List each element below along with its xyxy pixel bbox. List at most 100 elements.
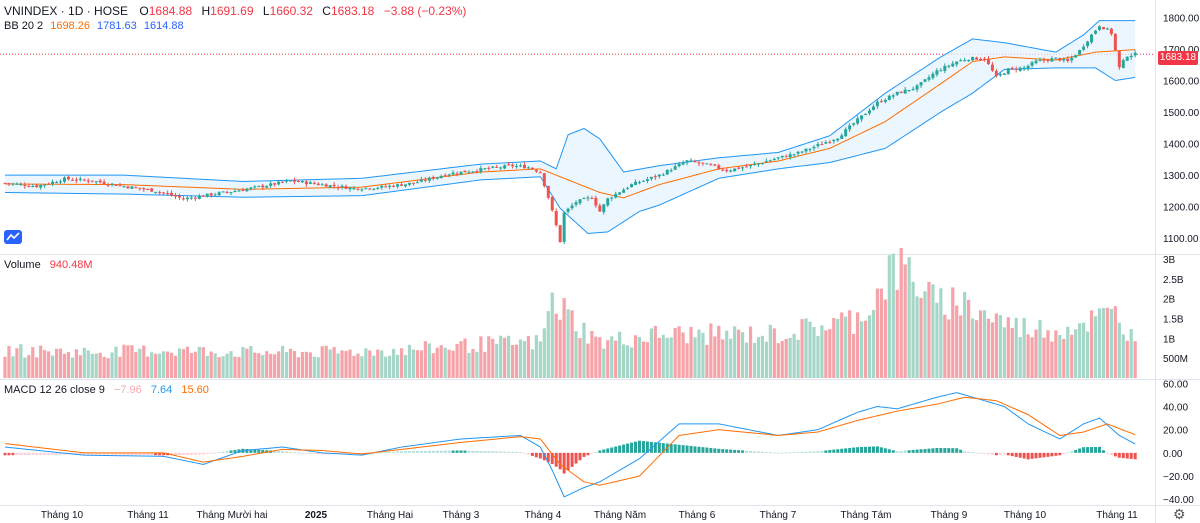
volume-bar: [427, 343, 431, 378]
macd-legend[interactable]: MACD 12 26 close 9 −7.96 7.64 15.60: [4, 384, 209, 396]
candle-body: [860, 115, 864, 120]
tradingview-cloud-icon[interactable]: [4, 230, 22, 244]
volume-bar: [138, 348, 142, 378]
volume-bar: [598, 337, 602, 378]
volume-bar: [23, 357, 27, 378]
volume-bar: [1014, 317, 1018, 378]
macd-hist-bar: [848, 447, 852, 453]
macd-hist-bar: [1014, 452, 1018, 457]
volume-bar: [653, 325, 657, 378]
volume-bar: [352, 355, 356, 378]
candle-body: [491, 166, 495, 168]
volume-bar: [903, 264, 907, 378]
macd-hist-bar: [229, 450, 233, 453]
macd-hist-bar: [170, 452, 174, 456]
macd-hist-bar: [499, 451, 503, 453]
macd-hist-bar: [396, 451, 400, 453]
macd-hist-bar: [788, 452, 792, 454]
volume-bar: [407, 344, 412, 378]
macd-tick-label: 60.00: [1163, 379, 1188, 390]
macd-hist-bar: [388, 451, 392, 453]
macd-hist-bar: [237, 449, 241, 453]
volume-bar: [693, 337, 697, 378]
macd-hist-bar: [582, 452, 586, 457]
macd-hist-bar: [982, 452, 986, 454]
macd-hist-bar: [538, 452, 542, 459]
volume-legend[interactable]: Volume 940.48M: [4, 259, 93, 271]
macd-hist-bar: [840, 448, 844, 453]
macd-hist-bar: [1101, 450, 1105, 453]
macd-hist-bar: [443, 450, 447, 453]
volume-bar: [796, 339, 800, 378]
time-tick-label: Tháng 3: [443, 510, 480, 521]
symbol-label[interactable]: VNINDEX · 1D · HOSE: [4, 4, 129, 18]
candle-body: [990, 64, 994, 71]
macd-hist-bar: [630, 442, 634, 453]
bb-lower-value: 1614.88: [143, 20, 184, 32]
volume-bar: [1074, 329, 1078, 378]
candle-body: [31, 186, 35, 188]
candle-body: [986, 58, 990, 65]
candle-body: [959, 60, 963, 62]
ohlc-header: VNINDEX · 1D · HOSE O1684.88 H1691.69 L1…: [4, 4, 472, 18]
volume-bar: [35, 357, 39, 378]
volume-bar: [947, 319, 951, 378]
macd-hist-bar: [1046, 452, 1050, 457]
volume-bar: [554, 313, 558, 378]
macd-hist-bar: [772, 452, 776, 454]
candle-body: [907, 90, 911, 92]
volume-bar: [998, 315, 1002, 378]
candle-body: [495, 166, 499, 168]
volume-bar: [193, 351, 197, 378]
volume-bar: [134, 352, 138, 378]
macd-hist-bar: [193, 452, 197, 455]
volume-bar: [177, 348, 182, 378]
candle-body: [903, 89, 907, 94]
candle-body: [35, 185, 39, 188]
candle-body: [487, 167, 491, 169]
macd-hist-bar: [1006, 452, 1010, 456]
macd-hist-bar: [828, 450, 832, 453]
macd-hist-bar: [943, 448, 947, 453]
macd-hist-bar: [296, 452, 300, 454]
macd-hist-bar: [681, 445, 685, 453]
candle-body: [745, 166, 749, 168]
macd-hist-bar: [1125, 452, 1129, 459]
macd-hist-bar: [146, 452, 150, 456]
volume-bar: [824, 330, 828, 378]
volume-bar: [978, 310, 983, 378]
candle-body: [519, 165, 523, 167]
gear-icon[interactable]: ⚙: [1173, 506, 1186, 522]
low-label: L: [262, 4, 270, 18]
candle-body: [507, 164, 511, 166]
macd-hist-bar: [558, 452, 562, 470]
candle-body: [689, 160, 693, 162]
macd-tick-label: 0.00: [1163, 449, 1183, 460]
bb-legend[interactable]: BB 20 2 1698.26 1781.63 1614.88: [4, 20, 184, 32]
candle-body: [372, 188, 376, 190]
candle-body: [19, 184, 23, 186]
volume-bar: [967, 299, 971, 378]
macd-hist-bar: [110, 452, 114, 455]
candles: [3, 25, 1137, 245]
candle-body: [586, 197, 590, 199]
volume-bar: [768, 324, 772, 378]
candle-body: [213, 194, 217, 196]
volume-bar: [126, 345, 130, 378]
volume-bar: [1022, 317, 1026, 378]
volume-bar: [836, 318, 840, 378]
volume-bar: [90, 353, 94, 378]
macd-hist-bar: [221, 451, 225, 453]
macd-hist-bar: [522, 452, 526, 454]
signal-line: [4, 396, 1136, 486]
high-value: 1691.69: [210, 4, 254, 18]
volume-bar: [713, 336, 717, 378]
volume-bar: [499, 335, 503, 378]
macd-hist-bar: [598, 450, 602, 453]
candle-body: [550, 196, 554, 211]
volume-bar: [217, 357, 221, 378]
volume-bar: [1062, 338, 1066, 378]
macd-hist-bar: [586, 452, 590, 456]
volume-bar: [1117, 322, 1121, 378]
